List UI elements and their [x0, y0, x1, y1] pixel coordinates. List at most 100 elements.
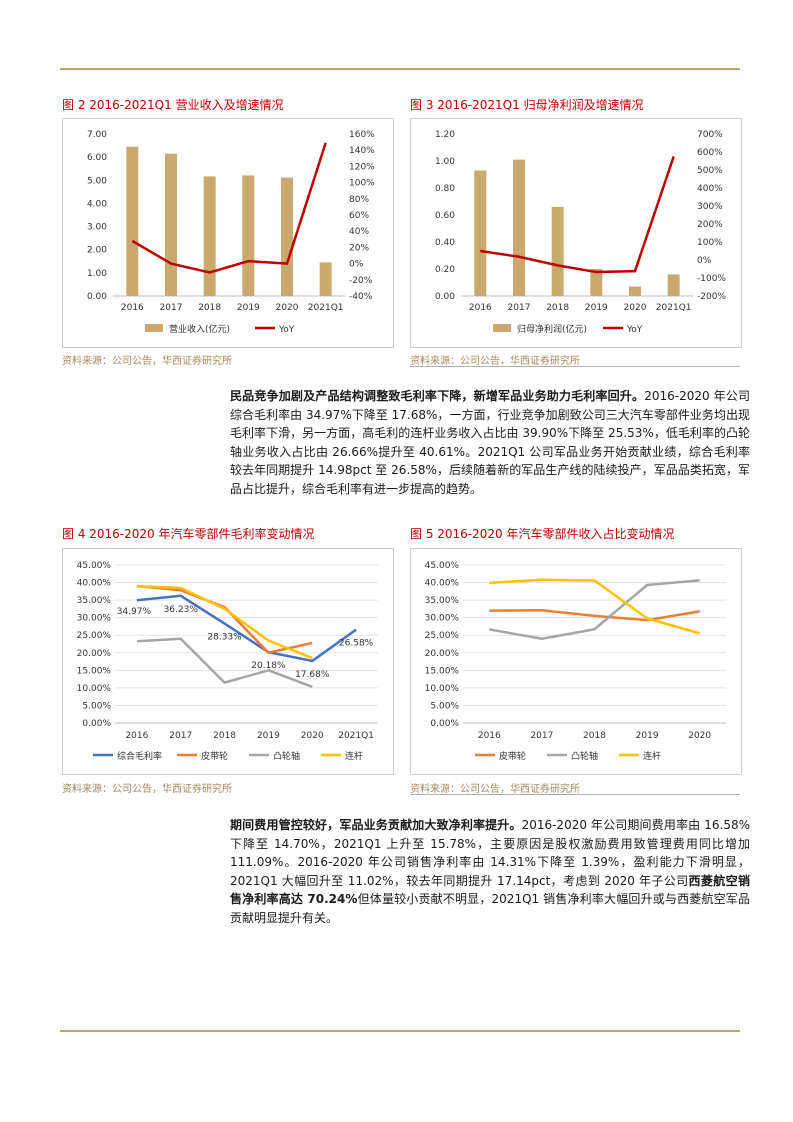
bar-2019	[242, 175, 255, 296]
fig3-source-divider	[410, 366, 740, 367]
legend-label-2: 连杆	[643, 750, 661, 762]
series-line-3	[136, 584, 313, 660]
legend-label-1: 凸轮轴	[571, 750, 598, 762]
fig4-source: 资料来源：公司公告，华西证券研究所	[62, 784, 232, 795]
right-axis-tick: 400%	[697, 184, 723, 194]
left-axis-tick: 5.00	[87, 176, 107, 186]
right-axis-tick: 500%	[697, 166, 723, 176]
right-axis-tick: 700%	[697, 130, 723, 140]
left-axis-tick: 1.00	[435, 157, 455, 167]
y-axis-tick: 30.00%	[425, 614, 460, 624]
y-axis-tick: 0.00%	[430, 719, 459, 729]
x-tick-label: 2019	[585, 303, 608, 313]
bar-2016	[126, 146, 139, 296]
data-label: 34.97%	[117, 607, 152, 617]
y-axis-tick: 0.00%	[82, 719, 111, 729]
fig5-title: 图 5 2016-2020 年汽车零部件收入占比变动情况	[410, 527, 675, 541]
fig3-svg: 0.00 0.20 0.40 0.60 0.80 1.00 1.20 -200% -100% 0%…	[435, 130, 726, 335]
right-axis-tick: -200%	[697, 292, 726, 302]
series-line-0	[489, 609, 700, 622]
left-axis-tick: 4.00	[87, 199, 107, 209]
left-axis-tick: 0.00	[435, 292, 455, 302]
yoy-line	[131, 142, 327, 274]
legend-label-1: YoY	[626, 325, 643, 335]
right-axis-tick: 140%	[349, 146, 375, 156]
right-axis-tick: -100%	[697, 274, 726, 284]
bar-2017	[513, 159, 525, 296]
x-tick-label: 2016	[125, 731, 148, 741]
top-rule	[60, 68, 740, 70]
paragraph-expense-ratio-bold: 西菱航空销售净利率高达 70.24%	[230, 873, 750, 907]
legend-label-2: 凸轮轴	[273, 750, 300, 762]
legend-label-0: 归母净利润(亿元)	[517, 323, 587, 335]
fig4-svg: 0.00% 5.00% 10.00% 15.00% 20.00% 25.00% 30.00%…	[77, 561, 378, 762]
series-line-2	[489, 578, 701, 635]
y-axis-tick: 25.00%	[77, 631, 112, 641]
x-tick-label: 2021Q1	[308, 303, 344, 313]
fig4-title: 图 4 2016-2020 年汽车零部件毛利率变动情况	[62, 527, 315, 541]
paragraph-expense-ratio-lead: 期间费用管控较好，军品业务贡献加大致净利率提升。	[230, 818, 522, 832]
left-axis-tick: 2.00	[87, 246, 107, 256]
data-label: 17.68%	[295, 670, 330, 680]
bar-2016	[474, 170, 487, 296]
fig2-svg: 0.00 1.00 2.00 3.00 4.00 5.00 6.00 7.00 -40% -20%…	[87, 130, 375, 335]
fig4-chart: 0.00% 5.00% 10.00% 15.00% 20.00% 25.00% 30.00%…	[62, 548, 394, 775]
right-axis-tick: 100%	[697, 238, 723, 248]
left-axis-tick: 0.60	[435, 211, 455, 221]
x-tick-label: 2017	[169, 731, 192, 741]
right-axis-tick: 600%	[697, 148, 723, 158]
x-tick-label: 2018	[198, 303, 221, 313]
right-axis-tick: 80%	[349, 195, 369, 205]
x-tick-label: 2016	[478, 731, 501, 741]
legend-label-0: 综合毛利率	[117, 750, 162, 762]
legend-swatch-0	[145, 324, 163, 332]
fig5-source: 资料来源：公司公告，华西证券研究所	[410, 784, 580, 795]
bar-2018	[551, 206, 564, 296]
series-line-1	[489, 579, 700, 640]
paragraph-gross-margin-body: 2016-2020 年公司综合毛利率由 34.97%下降至 17.68%，一方面…	[230, 389, 750, 496]
left-axis-tick: 0.00	[87, 292, 107, 302]
y-axis-tick: 25.00%	[425, 631, 460, 641]
right-axis-tick: 0%	[697, 256, 712, 266]
right-axis-tick: -20%	[349, 276, 373, 286]
fig3-title: 图 3 2016-2021Q1 归母净利润及增速情况	[410, 98, 644, 112]
right-axis-tick: 200%	[697, 220, 723, 230]
right-axis-tick: 100%	[349, 179, 375, 189]
paragraph-gross-margin: 民品竞争加剧及产品结构调整致毛利率下降，新增军品业务助力毛利率回升。2016-2…	[230, 387, 750, 498]
series-line-2	[136, 637, 313, 689]
left-axis-tick: 0.20	[435, 265, 455, 275]
right-axis-tick: -40%	[349, 292, 373, 302]
legend-label-1: 皮带轮	[201, 750, 228, 762]
right-axis-tick: 120%	[349, 162, 375, 172]
y-axis-tick: 45.00%	[425, 561, 460, 571]
x-tick-label: 2019	[257, 731, 280, 741]
left-axis-tick: 7.00	[87, 130, 107, 140]
y-axis-tick: 40.00%	[425, 579, 460, 589]
y-axis-tick: 30.00%	[77, 614, 112, 624]
yoy-line	[480, 156, 675, 274]
bar-2020	[281, 177, 293, 296]
left-axis-tick: 0.80	[435, 184, 455, 194]
y-axis-tick: 15.00%	[425, 666, 460, 676]
fig5-svg: 0.00% 5.00% 10.00% 15.00% 20.00% 25.00% 30.00%…	[425, 561, 726, 762]
y-axis-tick: 20.00%	[77, 649, 112, 659]
y-axis-tick: 40.00%	[77, 579, 112, 589]
x-tick-label: 2017	[530, 731, 553, 741]
y-axis-tick: 35.00%	[425, 596, 460, 606]
right-axis-tick: 60%	[349, 211, 369, 221]
data-label: 28.33%	[207, 633, 242, 643]
fig5-chart: 0.00% 5.00% 10.00% 15.00% 20.00% 25.00% 30.00%…	[410, 548, 742, 775]
data-label: 26.58%	[339, 639, 374, 649]
x-tick-label: 2020	[688, 731, 711, 741]
bar-2020	[629, 286, 641, 296]
x-tick-label: 2016	[469, 303, 492, 313]
legend-label-1: YoY	[278, 325, 295, 335]
x-tick-label: 2020	[276, 303, 299, 313]
legend-label-0: 皮带轮	[499, 750, 526, 762]
fig5-source-divider	[410, 794, 740, 795]
bar-2019	[590, 269, 603, 296]
bar-2018	[203, 176, 216, 296]
left-axis-tick: 1.00	[87, 269, 107, 279]
legend-label-3: 连杆	[345, 750, 363, 762]
left-axis-tick: 0.40	[435, 238, 455, 248]
